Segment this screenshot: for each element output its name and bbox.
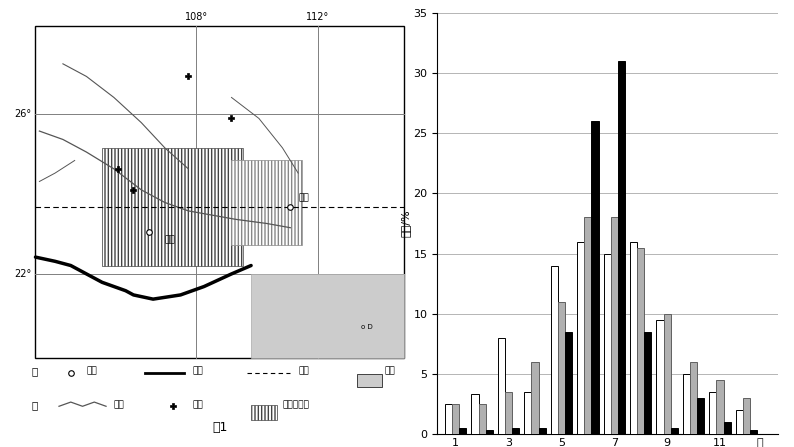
Bar	[512, 428, 519, 434]
Bar	[498, 337, 505, 434]
Bar	[486, 430, 493, 434]
Text: 甘蔗主产区: 甘蔗主产区	[283, 400, 310, 409]
Bar	[538, 428, 545, 434]
Text: 108°: 108°	[185, 12, 208, 22]
Bar	[445, 404, 452, 434]
Bar	[709, 392, 716, 434]
Bar	[716, 380, 723, 434]
Text: 梧州: 梧州	[298, 194, 309, 203]
Bar	[558, 302, 565, 434]
Text: 例: 例	[32, 400, 38, 410]
Y-axis label: 占比/%: 占比/%	[401, 210, 410, 237]
Bar	[472, 394, 479, 434]
Bar	[697, 397, 704, 434]
Bar	[723, 422, 730, 434]
Bar	[251, 274, 404, 358]
Bar	[357, 374, 383, 388]
Bar	[683, 374, 690, 434]
Text: 水库: 水库	[192, 400, 203, 409]
Bar	[565, 332, 572, 434]
Bar	[251, 405, 276, 420]
Text: 112°: 112°	[306, 12, 330, 22]
Bar	[551, 266, 558, 434]
Bar	[657, 320, 664, 434]
Bar	[531, 362, 538, 434]
Bar	[743, 397, 750, 434]
Text: 图: 图	[32, 367, 38, 376]
Bar	[618, 61, 625, 434]
Bar	[577, 241, 584, 434]
Bar	[750, 430, 757, 434]
Bar	[644, 332, 651, 434]
Text: 水域: 水域	[384, 367, 395, 375]
Text: 国界: 国界	[192, 367, 203, 375]
Bar	[232, 160, 302, 245]
Text: 省界: 省界	[298, 367, 309, 375]
Bar	[505, 392, 512, 434]
Text: 河流: 河流	[114, 400, 125, 409]
Bar	[524, 392, 531, 434]
Bar	[611, 218, 618, 434]
Bar	[479, 404, 486, 434]
Bar	[459, 428, 466, 434]
Bar	[664, 313, 671, 434]
Text: 22°: 22°	[14, 269, 32, 279]
Bar	[36, 26, 404, 358]
Bar	[102, 148, 243, 266]
Bar	[630, 241, 637, 434]
Bar	[637, 248, 644, 434]
Bar	[584, 218, 592, 434]
Text: 图1: 图1	[212, 421, 227, 434]
Text: o D: o D	[360, 324, 372, 329]
Bar	[603, 253, 611, 434]
Text: 26°: 26°	[14, 109, 32, 119]
Bar	[690, 362, 697, 434]
Bar	[671, 428, 678, 434]
Bar	[452, 404, 459, 434]
Text: 南宁: 南宁	[165, 236, 175, 245]
Bar	[736, 409, 743, 434]
Text: 城市: 城市	[87, 367, 97, 375]
Bar	[592, 122, 599, 434]
